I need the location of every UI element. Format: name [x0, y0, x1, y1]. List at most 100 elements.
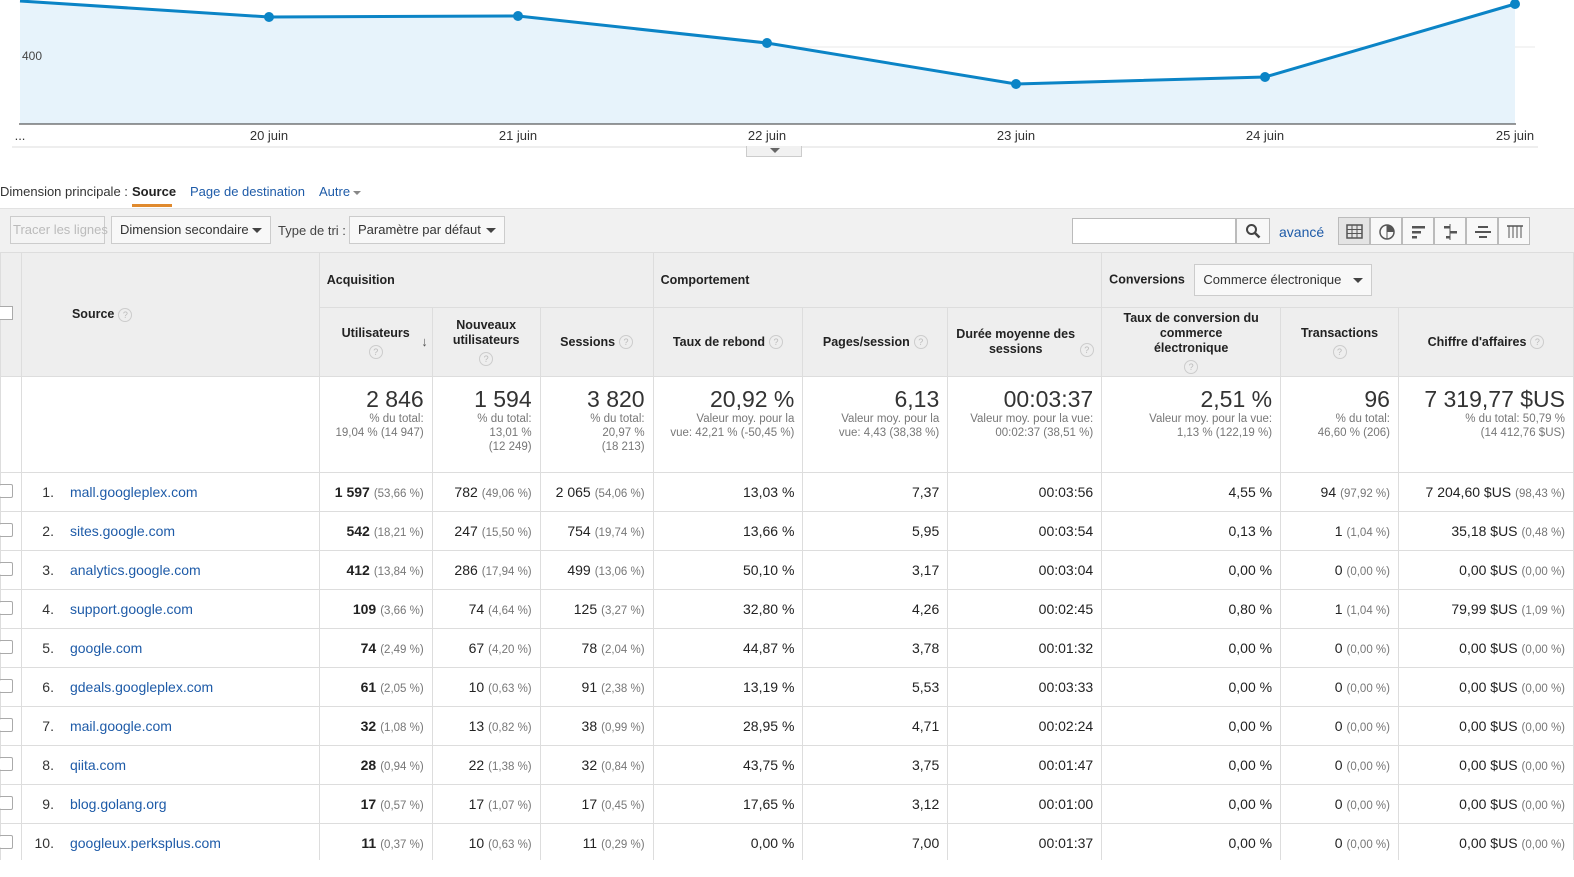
bounce-rate-cell: 17,65 % — [652, 784, 804, 824]
total-sub: % du total: — [590, 413, 645, 425]
users-percent: (0,37 %) — [380, 839, 424, 851]
source-link[interactable]: google.com — [69, 640, 143, 656]
row-checkbox[interactable] — [0, 795, 14, 810]
table-view-button[interactable] — [1338, 217, 1370, 245]
row-checkbox[interactable] — [0, 600, 14, 615]
col-label: Pages/session — [822, 334, 910, 349]
pages-per-session-cell: 3,78 — [802, 628, 949, 668]
pie-view-button[interactable] — [1370, 217, 1402, 245]
sessions-value: 754 — [567, 523, 591, 539]
dimension-other-dropdown[interactable]: Autre — [319, 184, 361, 199]
col-header-sessions[interactable]: Sessions? — [539, 307, 654, 377]
row-checkbox[interactable] — [0, 756, 14, 771]
help-icon[interactable]: ? — [368, 344, 383, 359]
dimension-source-selected[interactable]: Source — [132, 184, 177, 199]
y-axis-label: 400 — [22, 49, 43, 63]
transactions-value: 0 — [1334, 757, 1343, 773]
source-link[interactable]: sites.google.com — [69, 523, 176, 539]
pagination-area — [0, 860, 1574, 877]
help-icon[interactable]: ? — [1332, 344, 1347, 359]
select-all-checkbox[interactable] — [0, 306, 14, 320]
row-checkbox[interactable] — [0, 639, 14, 654]
acquisition-group-header: Acquisition — [318, 252, 654, 308]
help-icon[interactable]: ? — [1530, 335, 1545, 350]
sessions-cell: 17 (0,45 %) — [539, 784, 654, 824]
total-sub: % du total: — [477, 413, 532, 425]
comparison-view-button[interactable] — [1434, 217, 1466, 245]
chart-point[interactable] — [513, 11, 523, 21]
source-link[interactable]: gdeals.googleplex.com — [69, 679, 214, 695]
source-link[interactable]: googleux.perksplus.com — [69, 835, 221, 851]
new-users-percent: (49,06 %) — [481, 488, 532, 500]
search-button[interactable] — [1236, 218, 1270, 244]
behavior-group-header: Comportement — [652, 252, 1103, 308]
table-search-input[interactable] — [1072, 218, 1236, 244]
new-users-percent: (0,82 %) — [488, 722, 532, 734]
sessions-cell: 11 (0,29 %) — [539, 823, 654, 863]
help-icon[interactable]: ? — [1184, 359, 1199, 374]
row-checkbox[interactable] — [0, 483, 14, 498]
revenue-cell: 0,00 $US (0,00 %) — [1397, 550, 1574, 590]
row-checkbox[interactable] — [0, 561, 14, 576]
revenue-percent: (0,48 %) — [1521, 527, 1565, 539]
users-value: 74 — [360, 640, 377, 656]
chart-collapse-handle[interactable] — [746, 146, 802, 157]
chart-point[interactable] — [1510, 0, 1520, 9]
col-header-revenue[interactable]: Chiffre d'affaires? — [1397, 307, 1574, 377]
col-header-ecommerce-conversion-rate[interactable]: Taux de conversion du commerce électroni… — [1101, 307, 1282, 377]
chart-point[interactable] — [1011, 79, 1021, 89]
sort-type-dropdown[interactable]: Paramètre par défaut — [349, 216, 505, 244]
source-column-header[interactable]: Source? — [20, 252, 320, 377]
total-value: 96 — [1364, 386, 1390, 412]
help-icon[interactable]: ? — [913, 335, 928, 350]
chart-point[interactable] — [1260, 72, 1270, 82]
transactions-cell: 0 (0,00 %) — [1280, 823, 1399, 863]
source-link[interactable]: support.google.com — [69, 601, 193, 617]
performance-view-button[interactable] — [1402, 217, 1434, 245]
source-link[interactable]: mail.google.com — [69, 718, 172, 734]
help-icon[interactable]: ? — [479, 352, 494, 366]
row-checkbox[interactable] — [0, 678, 14, 693]
new-users-cell: 74 (4,64 %) — [431, 589, 541, 629]
avg-duration-cell: 00:03:56 — [947, 472, 1103, 512]
term-cloud-view-button[interactable] — [1466, 217, 1498, 245]
chart-point[interactable] — [264, 12, 274, 22]
row-checkbox[interactable] — [0, 717, 14, 732]
transactions-cell: 1 (1,04 %) — [1280, 511, 1399, 551]
chart-area-fill — [20, 1, 1515, 124]
help-icon[interactable]: ? — [619, 335, 634, 350]
row-checkbox[interactable] — [0, 834, 14, 849]
chevron-down-icon — [486, 228, 496, 233]
row-checkbox-cell — [0, 550, 22, 590]
col-header-pages-per-session[interactable]: Pages/session? — [802, 307, 949, 377]
plot-rows-button[interactable]: Tracer les lignes — [10, 216, 108, 244]
revenue-percent: (0,00 %) — [1521, 566, 1565, 578]
secondary-dimension-dropdown[interactable]: Dimension secondaire — [111, 216, 271, 244]
source-link[interactable]: mall.googleplex.com — [69, 484, 198, 500]
col-header-new-users[interactable]: Nouveaux utilisateurs? — [431, 307, 541, 377]
dimension-landing-page-link[interactable]: Page de destination — [190, 184, 305, 199]
help-icon[interactable]: ? — [769, 335, 784, 350]
chart-point[interactable] — [762, 38, 772, 48]
col-header-bounce-rate[interactable]: Taux de rebond? — [652, 307, 804, 377]
performance-view-icon — [1412, 226, 1425, 239]
source-link[interactable]: analytics.google.com — [69, 562, 201, 578]
users-value: 109 — [352, 601, 377, 617]
revenue-percent: (0,00 %) — [1521, 761, 1565, 773]
row-checkbox[interactable] — [0, 522, 14, 537]
total-sessions: 3 820% du total: 20,97 % (18 213) — [539, 376, 654, 473]
chevron-down-icon — [1353, 278, 1364, 283]
conversion-type-dropdown[interactable]: Commerce électronique — [1194, 264, 1373, 296]
help-icon[interactable]: ? — [118, 307, 133, 322]
dimension-other-label: Autre — [319, 184, 351, 199]
totals-row: 2 846% du total: 19,04 % (14 947) 1 594% … — [0, 376, 1574, 473]
source-link[interactable]: qiita.com — [69, 757, 126, 773]
new-users-cell: 13 (0,82 %) — [431, 706, 541, 746]
col-header-transactions[interactable]: Transactions? — [1280, 307, 1399, 377]
pivot-view-button[interactable] — [1498, 217, 1530, 245]
advanced-filter-link[interactable]: avancé — [1279, 224, 1325, 240]
col-header-avg-session-duration[interactable]: Durée moyenne des sessions? — [947, 307, 1103, 377]
help-icon[interactable]: ? — [1079, 342, 1094, 357]
source-link[interactable]: blog.golang.org — [69, 796, 167, 812]
col-header-users[interactable]: Utilisateurs? ↓ — [318, 307, 433, 377]
